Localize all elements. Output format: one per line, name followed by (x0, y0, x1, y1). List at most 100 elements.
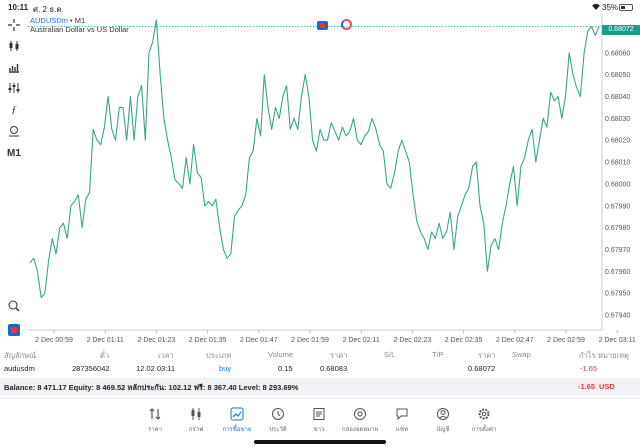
symbol-description: Australian Dollar vs US Dollar (30, 25, 129, 34)
tab-account[interactable]: บัญชี (423, 407, 463, 434)
y-tick-label: 0.67990 (605, 203, 630, 210)
tab-label: ประวัติ (269, 427, 287, 433)
home-indicator[interactable] (254, 440, 386, 444)
x-tick-label: 2 Dec 01:59 (291, 337, 329, 344)
chart-canvas[interactable]: 0.68060 0.68050 0.68040 0.68030 0.68020 0.680… (28, 14, 640, 347)
row-symbol: audusdm (4, 364, 35, 373)
row-volume: 0.15 (278, 364, 293, 373)
function-icon[interactable]: ƒ (11, 104, 17, 116)
signal-icon[interactable] (341, 19, 352, 30)
settings-sliders-icon[interactable] (6, 80, 22, 96)
x-tick-label: 2 Dec 01:47 (240, 337, 278, 344)
y-tick-label: 0.68020 (605, 138, 630, 145)
tab-label: กล่องจดหมาย (341, 427, 379, 433)
y-tick-label: 0.67950 (605, 291, 630, 298)
col-price: ราคา (330, 351, 348, 360)
history-clock-icon (272, 408, 284, 420)
x-tick-label: 2 Dec 00:59 (35, 337, 73, 344)
trade-flag-icon[interactable] (6, 322, 22, 338)
row-ticket: 287356042 (72, 364, 110, 373)
bottom-tab-bar: ราคา กราฟ การซื้อขาย ประวัติ ข่าว กล่องจ… (0, 398, 640, 447)
row-time: 12.02 03:11 (136, 364, 176, 373)
tab-label: การตั้งค่า (471, 427, 497, 433)
symbol-label: AUDUSDm • M1 (30, 16, 85, 25)
plot-area (28, 14, 602, 331)
indicators-icon[interactable] (6, 59, 22, 75)
mailbox-at-icon (354, 408, 366, 420)
price-chart[interactable]: 0.68060 0.68050 0.68040 0.68030 0.68020 0.680… (28, 14, 640, 347)
tab-history[interactable]: ประวัติ (258, 407, 298, 434)
balance-text: Balance: 8 471.17 Equity: 8 469.52 หลักป… (4, 383, 299, 392)
wifi-icon (591, 2, 601, 13)
trade-chart-icon (230, 407, 244, 421)
tab-label: ราคา (148, 427, 162, 433)
current-price-tag: 0.68072 (602, 25, 640, 35)
y-tick-label: 0.68040 (605, 94, 630, 101)
col-symbol: สัญลักษณ์ (4, 351, 37, 360)
col-tp: T/P (432, 350, 444, 359)
y-tick-label: 0.67940 (605, 313, 630, 320)
balance-bar: Balance: 8 471.17 Equity: 8 469.52 หลักป… (0, 378, 640, 395)
tab-settings[interactable]: การตั้งค่า (464, 407, 504, 434)
col-sl: S/L (384, 350, 396, 359)
quotes-arrows-icon (149, 408, 161, 420)
col-volume: Volume (268, 350, 294, 359)
symbol-name: AUDUSDm (30, 16, 68, 25)
y-tick-label: 0.68060 (605, 50, 630, 57)
col-comment: หมายเหตุ (598, 351, 629, 360)
y-tick-label: 0.67980 (605, 225, 630, 232)
row-open-price: 0.68083 (320, 364, 348, 373)
col-swap: Swap (512, 350, 531, 359)
table-row[interactable]: audusdm 287356042 12.02 03:11 buy 0.15 0… (0, 361, 640, 377)
zoom-icon[interactable] (6, 298, 22, 314)
y-tick-label: 0.68010 (605, 160, 630, 167)
x-tick-label: 2 Dec 03:11 (599, 337, 636, 344)
col-time: เวลา (158, 351, 174, 360)
row-current-price: 0.68072 (468, 364, 496, 373)
tab-trade[interactable]: การซื้อขาย (217, 407, 257, 434)
x-tick-label: 2 Dec 02:23 (394, 337, 432, 344)
status-time: 10:11 (8, 3, 29, 12)
col-profit: กำไร (579, 351, 596, 360)
crosshair-icon[interactable] (6, 17, 22, 33)
y-tick-label: 0.68030 (605, 116, 630, 123)
timeframe-m1[interactable]: M1 (7, 147, 21, 159)
candles-icon[interactable] (6, 38, 22, 54)
tab-chat[interactable]: แชท (382, 407, 422, 434)
y-tick-label: 0.67970 (605, 247, 630, 254)
tab-label: ข่าว (313, 427, 325, 433)
row-profit: -1.65 (580, 364, 598, 373)
objects-icon[interactable] (6, 123, 22, 139)
x-tick-label: 2 Dec 02:59 (547, 337, 585, 344)
tab-quotes[interactable]: ราคา (135, 407, 175, 434)
col-type: ประเภท (206, 351, 232, 360)
tab-label: กราฟ (188, 427, 204, 433)
col-ticket: ตั๋ว (100, 351, 110, 360)
account-icon (437, 408, 449, 420)
tab-mailbox[interactable]: กล่องจดหมาย (340, 407, 380, 434)
x-tick-label: 2 Dec 01:11 (87, 337, 124, 344)
tab-label: แชท (396, 427, 408, 433)
news-icon (313, 408, 325, 420)
x-tick-label: 2 Dec 02:47 (496, 337, 534, 344)
x-tick-label: 2 Dec 02:35 (445, 337, 483, 344)
battery-percent: 35% (602, 3, 619, 12)
y-tick-label: 0.67960 (605, 269, 630, 276)
x-tick-label: 2 Dec 01:35 (189, 337, 227, 344)
row-type: buy (219, 364, 232, 373)
x-tick-label: 2 Dec 02:11 (343, 337, 380, 344)
tab-chart[interactable]: กราฟ (176, 407, 216, 434)
x-tick-label: 2 Dec 01:23 (138, 337, 176, 344)
timeframe-label: • M1 (70, 16, 86, 25)
chat-icon (396, 408, 408, 421)
y-tick-label: 0.68000 (605, 181, 630, 188)
col-cur-price: ราคา (478, 351, 496, 360)
tab-news[interactable]: ข่าว (299, 407, 339, 434)
y-tick-label: 0.68050 (605, 72, 630, 79)
one-click-trade-icon[interactable] (317, 21, 328, 30)
price-series-line (29, 19, 600, 299)
status-bar: 10:11 ศ. 2 ธ.ค. 35% (0, 0, 640, 14)
candles-icon (191, 408, 201, 420)
tab-label: บัญชี (436, 427, 450, 433)
settings-gear-icon (478, 408, 490, 420)
